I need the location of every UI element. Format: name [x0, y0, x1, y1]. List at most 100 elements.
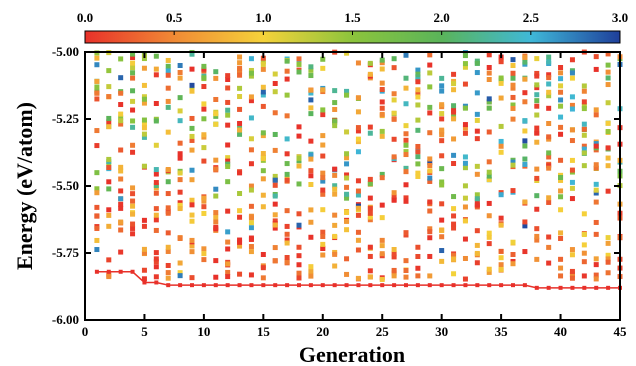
structure-point: [546, 195, 552, 201]
structure-point: [284, 240, 290, 246]
structure-point: [486, 105, 492, 111]
structure-point: [391, 247, 397, 253]
structure-point: [118, 227, 124, 233]
structure-point: [546, 165, 552, 171]
structure-point: [260, 192, 266, 198]
structure-point: [498, 262, 504, 268]
structure-point: [237, 127, 243, 133]
structure-point: [593, 162, 599, 168]
structure-point: [308, 219, 314, 225]
structure-point: [344, 184, 350, 190]
structure-point: [201, 106, 207, 112]
structure-point: [569, 157, 575, 163]
structure-point: [403, 123, 409, 129]
structure-point: [189, 202, 195, 208]
structure-point: [462, 130, 468, 136]
structure-point: [534, 256, 540, 262]
x-tick-label: 40: [554, 324, 567, 339]
structure-point: [344, 227, 350, 233]
structure-point: [177, 177, 183, 183]
structure-point: [248, 215, 254, 221]
structure-point: [308, 181, 314, 187]
structure-point: [165, 68, 171, 74]
structure-point: [510, 261, 516, 267]
structure-point: [403, 198, 409, 204]
structure-point: [141, 121, 147, 127]
structure-point: [189, 88, 195, 94]
structure-point: [379, 111, 385, 117]
structure-point: [213, 186, 219, 192]
structure-point: [272, 193, 278, 199]
structure-point: [308, 87, 314, 93]
structure-point: [201, 63, 207, 69]
structure-point: [284, 259, 290, 265]
scatter-layer: [94, 49, 623, 290]
structure-point: [415, 79, 421, 85]
structure-point: [284, 68, 290, 74]
structure-point: [177, 273, 183, 279]
structure-point: [558, 174, 564, 180]
structure-point: [391, 136, 397, 142]
structure-point: [344, 271, 350, 277]
structure-point: [165, 270, 171, 276]
structure-point: [213, 75, 219, 81]
structure-point: [546, 121, 552, 127]
structure-point: [165, 72, 171, 78]
structure-point: [130, 191, 136, 197]
structure-point: [94, 62, 100, 68]
structure-point: [367, 274, 373, 280]
structure-point: [451, 103, 457, 109]
structure-point: [451, 116, 457, 122]
structure-point: [260, 168, 266, 174]
structure-point: [367, 210, 373, 216]
structure-point: [118, 219, 124, 225]
structure-point: [534, 125, 540, 131]
structure-point: [141, 250, 147, 256]
structure-point: [260, 55, 266, 61]
structure-point: [177, 206, 183, 212]
structure-point: [415, 161, 421, 167]
structure-point: [451, 271, 457, 277]
structure-point: [225, 99, 231, 105]
structure-point: [427, 62, 433, 68]
structure-point: [189, 197, 195, 203]
structure-point: [558, 177, 564, 183]
structure-point: [534, 73, 540, 79]
structure-point: [106, 223, 112, 229]
structure-point: [546, 244, 552, 250]
structure-point: [415, 74, 421, 80]
structure-point: [296, 155, 302, 161]
structure-point: [546, 199, 552, 205]
structure-point: [308, 168, 314, 174]
structure-point: [130, 211, 136, 217]
structure-point: [284, 76, 290, 82]
structure-point: [439, 166, 445, 172]
structure-point: [569, 57, 575, 63]
structure-point: [284, 237, 290, 243]
structure-point: [118, 196, 124, 202]
structure-point: [439, 201, 445, 207]
structure-point: [546, 105, 552, 111]
structure-point: [344, 88, 350, 94]
structure-point: [248, 225, 254, 231]
structure-point: [439, 88, 445, 94]
structure-point: [439, 234, 445, 240]
structure-point: [522, 118, 528, 124]
structure-point: [308, 156, 314, 162]
structure-point: [237, 85, 243, 91]
structure-point: [474, 128, 480, 134]
structure-point: [486, 241, 492, 247]
structure-point: [427, 235, 433, 241]
structure-point: [189, 243, 195, 249]
structure-point: [462, 122, 468, 128]
structure-point: [427, 70, 433, 76]
structure-point: [546, 59, 552, 65]
structure-point: [225, 122, 231, 128]
structure-point: [284, 208, 290, 214]
structure-point: [558, 188, 564, 194]
structure-point: [225, 261, 231, 267]
structure-point: [581, 211, 587, 217]
x-tick-label: 30: [435, 324, 448, 339]
structure-point: [177, 189, 183, 195]
structure-point: [593, 256, 599, 262]
